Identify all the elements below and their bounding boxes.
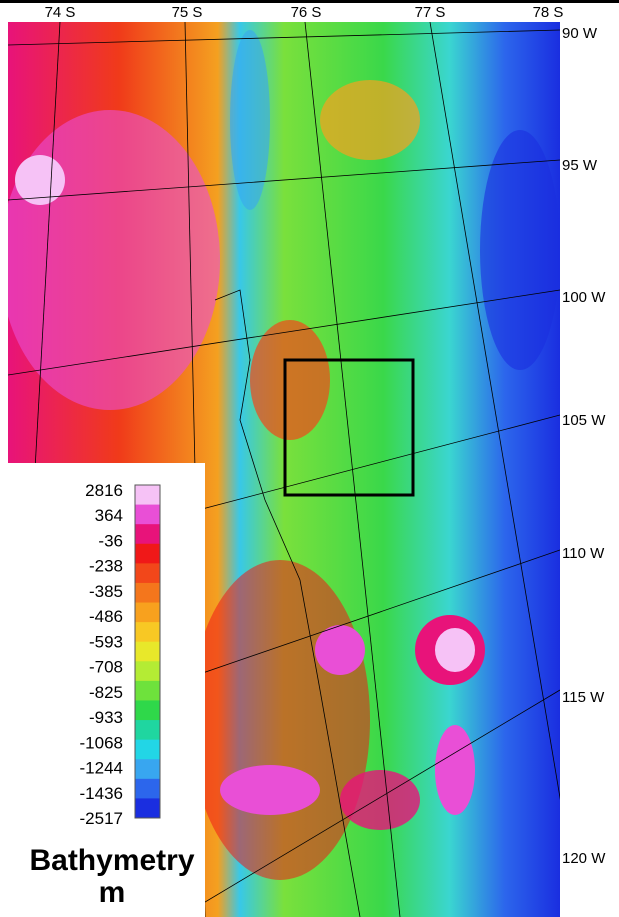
longitude-label: 90 W <box>562 25 598 42</box>
latitude-label: 74 S <box>45 4 76 21</box>
latitude-label: 78 S <box>533 4 564 21</box>
colorbar-label: -593 <box>89 632 123 651</box>
colorbar-swatch <box>135 544 160 564</box>
colorbar-label: -36 <box>98 531 123 550</box>
colorbar-label: -825 <box>89 683 123 702</box>
colorbar-swatch <box>135 681 160 701</box>
colorbar-swatch <box>135 563 160 583</box>
colorbar-label: -933 <box>89 708 123 727</box>
latitude-labels: 74 S 75 S 76 S 77 S 78 S <box>45 4 564 21</box>
colorbar-label: -385 <box>89 582 123 601</box>
colorbar-label: -486 <box>89 607 123 626</box>
longitude-label: 100 W <box>562 289 606 306</box>
colorbar-label: 364 <box>95 506 123 525</box>
longitude-label: 115 W <box>562 689 605 706</box>
colorbar-label: -238 <box>89 557 123 576</box>
colorbar-swatch <box>135 661 160 681</box>
longitude-label: 110 W <box>562 545 605 562</box>
colorbar-swatch <box>135 779 160 799</box>
colorbar-swatch <box>135 485 160 505</box>
legend-unit: m <box>99 876 126 909</box>
colorbar-swatch <box>135 622 160 642</box>
longitude-label: 95 W <box>562 157 598 174</box>
colorbar-label: 2816 <box>85 481 123 500</box>
colorbar-swatch <box>135 759 160 779</box>
longitude-label: 120 W <box>562 850 606 867</box>
colorbar-swatch <box>135 524 160 544</box>
colorbar-swatch <box>135 505 160 525</box>
map-figure: 74 S 75 S 76 S 77 S 78 S 90 W 95 W 100 W 105 W 1… <box>0 0 619 917</box>
top-strip <box>0 0 619 3</box>
colorbar-swatch <box>135 603 160 623</box>
colorbar-label: -1436 <box>80 784 123 803</box>
longitude-labels: 90 W 95 W 100 W 105 W 110 W 115 W 120 W <box>562 25 606 867</box>
colorbar-swatch <box>135 798 160 818</box>
longitude-label: 105 W <box>562 412 606 429</box>
latitude-label: 77 S <box>415 4 446 21</box>
colorbar-swatch <box>135 700 160 720</box>
colorbar-swatch <box>135 740 160 760</box>
legend-title: Bathymetry <box>29 844 194 877</box>
latitude-label: 76 S <box>291 4 322 21</box>
colorbar-label: -1068 <box>80 733 123 752</box>
colorbar-label: -1244 <box>80 759 123 778</box>
colorbar-swatch <box>135 583 160 603</box>
colorbar-swatch <box>135 720 160 740</box>
latitude-label: 75 S <box>172 4 203 21</box>
colorbar-label: -2517 <box>80 809 123 828</box>
colorbar-swatch <box>135 642 160 662</box>
colorbar-label: -708 <box>89 658 123 677</box>
